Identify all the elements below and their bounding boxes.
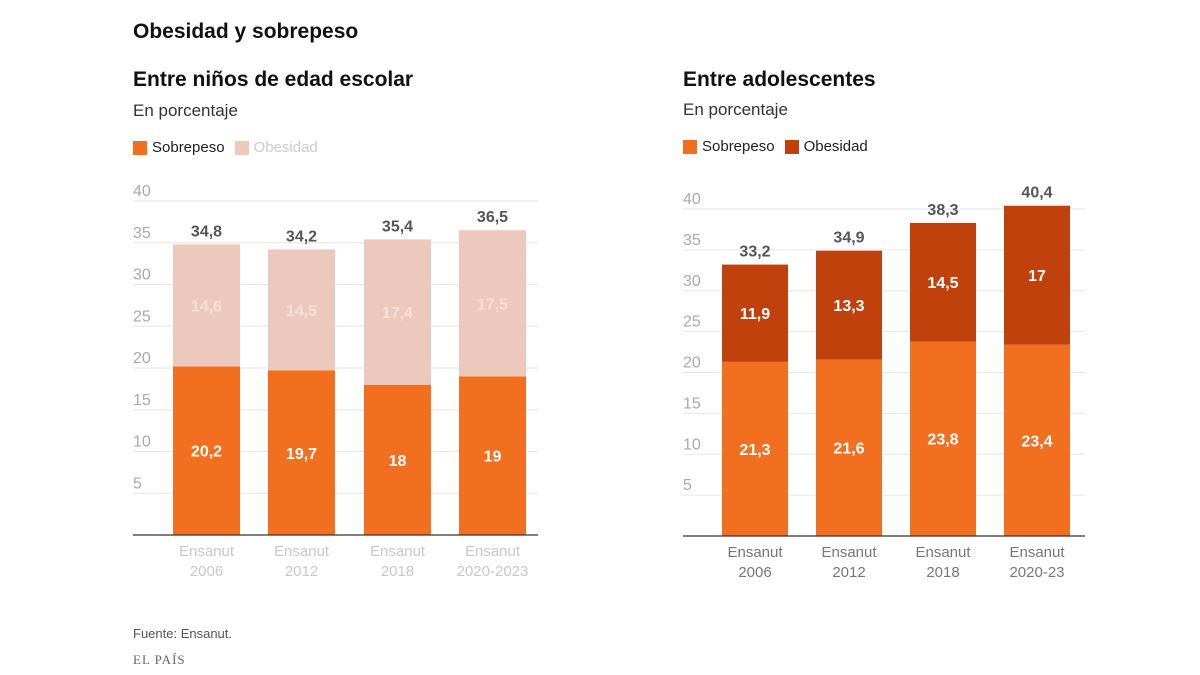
y-tick-label: 5: [683, 477, 692, 494]
data-label-sobrepeso: 21,6: [833, 441, 864, 458]
total-label: 34,9: [833, 230, 864, 247]
total-label: 34,2: [286, 228, 317, 245]
x-tick-label: Ensanut: [274, 543, 330, 560]
data-label-obesidad: 14,5: [286, 303, 317, 320]
y-tick-label: 20: [683, 355, 701, 372]
data-label-sobrepeso: 19,7: [286, 446, 317, 463]
x-tick-label: Ensanut: [821, 544, 877, 561]
y-tick-label: 30: [133, 267, 151, 284]
x-tick-label: Ensanut: [179, 543, 235, 560]
bar-sobrepeso: [173, 366, 240, 535]
bar-obesidad: [722, 264, 788, 362]
y-tick-label: 15: [683, 395, 701, 412]
x-tick-label: Ensanut: [915, 544, 971, 561]
right-legend: Sobrepeso Obesidad: [683, 138, 868, 155]
y-tick-label: 20: [133, 350, 151, 367]
x-tick-label: 2006: [190, 563, 223, 580]
source-note: Fuente: Ensanut.: [133, 626, 233, 641]
bar-sobrepeso: [816, 359, 882, 536]
left-chart-subtitle: En porcentaje: [133, 101, 238, 120]
total-label: 36,5: [477, 209, 508, 226]
main-title: Obesidad y sobrepeso: [133, 20, 359, 43]
y-tick-label: 25: [683, 314, 701, 331]
data-label-obesidad: 14,6: [191, 298, 222, 315]
data-label-obesidad: 17,5: [477, 296, 508, 313]
y-tick-label: 35: [133, 225, 151, 242]
y-tick-label: 30: [683, 273, 701, 290]
bar-obesidad: [459, 230, 526, 377]
bar-sobrepeso: [364, 384, 431, 535]
data-label-obesidad: 13,3: [833, 298, 864, 315]
total-label: 38,3: [927, 202, 958, 219]
bar-obesidad: [268, 249, 335, 371]
x-tick-label: Ensanut: [370, 543, 426, 560]
data-label-obesidad: 17,4: [382, 305, 413, 322]
x-tick-label: 2020-23: [1009, 564, 1064, 581]
y-tick-label: 15: [133, 392, 151, 409]
bar-sobrepeso: [1004, 344, 1070, 536]
bar-sobrepeso: [459, 376, 526, 535]
x-tick-label: 2012: [832, 564, 865, 581]
legend-swatch-obesidad: [784, 139, 799, 154]
legend-label-sobrepeso: Sobrepeso: [152, 139, 225, 156]
right-chart-subtitle: En porcentaje: [683, 100, 788, 119]
bar-obesidad: [816, 250, 882, 360]
legend-label-sobrepeso: Sobrepeso: [702, 138, 775, 155]
total-label: 34,8: [191, 223, 222, 240]
total-label: 40,4: [1021, 185, 1052, 202]
data-label-sobrepeso: 21,3: [739, 442, 770, 459]
data-label-sobrepeso: 23,8: [927, 432, 958, 449]
bar-obesidad: [173, 244, 240, 367]
total-label: 35,4: [382, 218, 413, 235]
right-chart-title: Entre adolescentes: [683, 68, 876, 91]
legend-label-obesidad: Obesidad: [803, 138, 868, 155]
y-tick-label: 40: [683, 191, 701, 208]
publisher-logo: EL PAÍS: [133, 652, 186, 667]
x-tick-label: 2020-2023: [457, 563, 529, 580]
x-tick-label: Ensanut: [727, 544, 783, 561]
bar-obesidad: [364, 239, 431, 385]
bar-sobrepeso: [268, 370, 335, 535]
data-label-obesidad: 17: [1028, 268, 1046, 285]
bar-obesidad: [1004, 205, 1070, 345]
legend-swatch-sobrepeso: [683, 139, 697, 154]
x-tick-label: 2018: [381, 563, 414, 580]
data-label-sobrepeso: 23,4: [1021, 433, 1052, 450]
x-tick-label: Ensanut: [1009, 544, 1065, 561]
y-tick-label: 10: [683, 436, 701, 453]
data-label-obesidad: 11,9: [740, 306, 770, 323]
bar-obesidad: [910, 222, 976, 342]
x-tick-label: 2018: [926, 564, 959, 581]
data-label-sobrepeso: 20,2: [191, 444, 222, 461]
x-tick-label: 2012: [285, 563, 318, 580]
bar-sobrepeso: [722, 361, 788, 536]
data-label-sobrepeso: 19: [484, 449, 502, 466]
x-tick-label: Ensanut: [465, 543, 521, 560]
left-legend: Sobrepeso Obesidad: [133, 139, 318, 156]
total-label: 33,2: [739, 244, 770, 261]
data-label-sobrepeso: 18: [389, 453, 407, 470]
y-tick-label: 40: [133, 183, 151, 200]
legend-swatch-sobrepeso: [133, 140, 147, 155]
x-tick-label: 2006: [738, 564, 771, 581]
data-label-obesidad: 14,5: [927, 275, 958, 292]
legend-swatch-obesidad: [234, 140, 249, 155]
y-tick-label: 25: [133, 308, 151, 325]
bar-sobrepeso: [910, 341, 976, 536]
legend-label-obesidad: Obesidad: [253, 139, 318, 156]
y-tick-label: 35: [683, 232, 701, 249]
y-tick-label: 10: [133, 434, 151, 451]
left-chart-title: Entre niños de edad escolar: [133, 68, 414, 91]
y-tick-label: 5: [133, 475, 142, 492]
